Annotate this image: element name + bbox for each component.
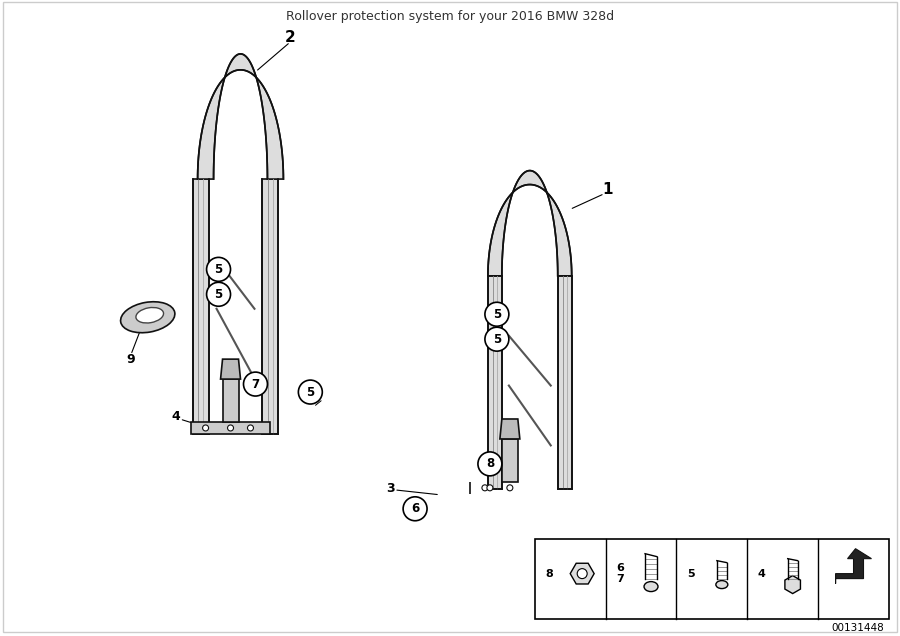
Polygon shape: [500, 419, 520, 439]
Text: Rollover protection system for your 2016 BMW 328d: Rollover protection system for your 2016…: [286, 10, 614, 23]
Text: 4: 4: [758, 569, 765, 579]
Circle shape: [478, 452, 502, 476]
Text: 1: 1: [602, 182, 613, 197]
Polygon shape: [191, 422, 270, 434]
Circle shape: [244, 372, 267, 396]
Bar: [535, 539, 889, 618]
Ellipse shape: [644, 581, 658, 591]
Polygon shape: [198, 54, 284, 179]
Circle shape: [207, 258, 230, 281]
Text: 5: 5: [214, 263, 222, 276]
Polygon shape: [502, 439, 518, 482]
Polygon shape: [835, 549, 871, 584]
Text: 8: 8: [545, 569, 553, 579]
Circle shape: [299, 380, 322, 404]
Text: 4: 4: [171, 410, 180, 424]
Circle shape: [207, 282, 230, 307]
Circle shape: [485, 302, 508, 326]
Polygon shape: [785, 576, 800, 593]
Text: 6: 6: [411, 502, 419, 515]
Polygon shape: [488, 276, 502, 489]
Polygon shape: [263, 179, 278, 434]
Text: 5: 5: [214, 288, 222, 301]
Ellipse shape: [136, 307, 164, 323]
Circle shape: [228, 425, 233, 431]
Polygon shape: [222, 379, 239, 422]
Text: 8: 8: [486, 457, 494, 471]
Polygon shape: [558, 276, 572, 489]
Text: 7: 7: [251, 378, 259, 391]
Text: 5: 5: [306, 385, 314, 399]
Ellipse shape: [121, 301, 175, 333]
Circle shape: [485, 327, 508, 351]
Circle shape: [487, 485, 493, 491]
Text: 3: 3: [386, 482, 394, 495]
Ellipse shape: [716, 581, 728, 588]
Text: 5: 5: [493, 308, 501, 321]
Text: 6
7: 6 7: [616, 563, 624, 584]
Circle shape: [577, 569, 587, 579]
Circle shape: [248, 425, 254, 431]
Circle shape: [202, 425, 209, 431]
Text: 5: 5: [687, 569, 695, 579]
Polygon shape: [488, 170, 572, 276]
Polygon shape: [220, 359, 240, 379]
Circle shape: [482, 485, 488, 491]
Polygon shape: [193, 179, 209, 434]
Polygon shape: [571, 563, 594, 584]
Circle shape: [507, 485, 513, 491]
Text: 9: 9: [127, 352, 135, 366]
Circle shape: [403, 497, 427, 521]
Text: 00131448: 00131448: [832, 623, 884, 633]
Text: 5: 5: [493, 333, 501, 346]
Text: 2: 2: [285, 31, 296, 45]
